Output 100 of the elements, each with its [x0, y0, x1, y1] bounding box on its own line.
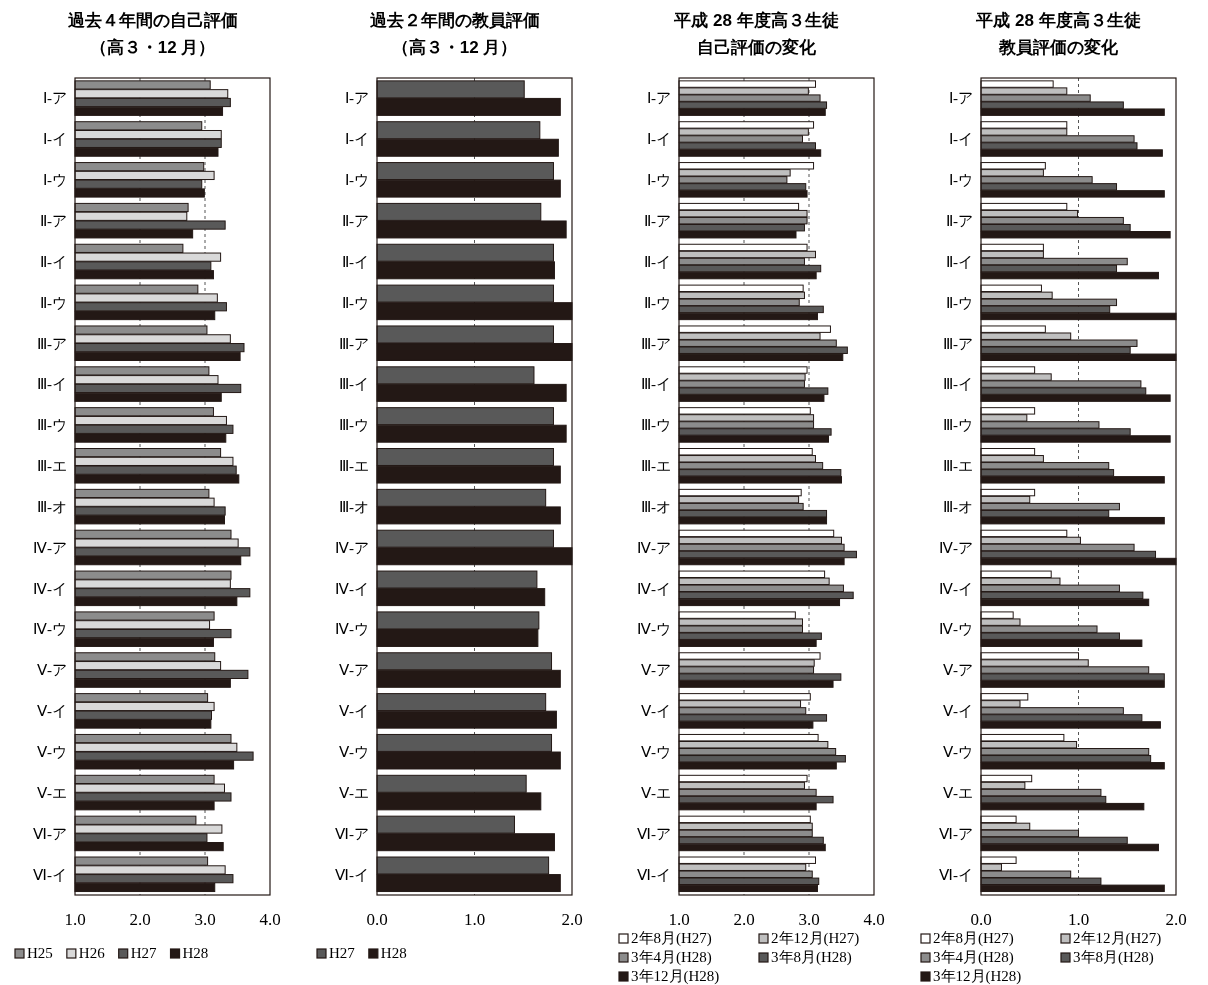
y-tick-label: Ⅴ-エ: [641, 784, 671, 801]
chart-subtitle: （高３・12 月）: [391, 38, 518, 57]
chart-subtitle: 教員評価の変化: [998, 38, 1119, 57]
y-tick-label: Ⅰ-イ: [43, 131, 67, 148]
y-tick-label: Ⅰ-ア: [43, 90, 67, 107]
y-tick-label: Ⅵ-イ: [637, 866, 671, 883]
x-tick-label: 2.0: [129, 910, 151, 929]
y-tick-label: Ⅰ-ウ: [647, 172, 671, 189]
legend-label: 3年8月(H28): [771, 949, 852, 966]
y-tick-label: Ⅴ-イ: [641, 703, 671, 720]
y-tick-label: Ⅴ-ウ: [37, 744, 67, 761]
y-tick-label: Ⅰ-ア: [345, 90, 369, 107]
x-tick-label: 0.0: [366, 910, 388, 929]
y-tick-label: Ⅲ-エ: [943, 458, 973, 475]
x-tick-label: 2.0: [1165, 910, 1187, 929]
y-tick-label: Ⅰ-ウ: [43, 172, 67, 189]
y-tick-label: Ⅳ-ウ: [33, 621, 67, 638]
x-tick-label: 3.0: [194, 910, 216, 929]
y-tick-label: Ⅴ-ア: [943, 662, 973, 679]
x-tick-label: 1.0: [463, 910, 486, 929]
y-tick-label: Ⅱ-ウ: [342, 294, 369, 311]
legend-label: 2年8月(H27): [631, 930, 712, 947]
y-tick-label: Ⅲ-エ: [37, 458, 67, 475]
x-tick-label: 0.0: [970, 910, 992, 929]
x-tick-label: 2.0: [561, 910, 583, 929]
y-tick-label: Ⅴ-エ: [37, 784, 67, 801]
chart-subtitle: 自己評価の変化: [697, 38, 817, 57]
y-tick-label: Ⅵ-イ: [939, 866, 973, 883]
y-tick-label: Ⅲ-イ: [943, 376, 973, 393]
y-tick-label: Ⅳ-イ: [335, 580, 369, 597]
y-tick-label: Ⅱ-ウ: [40, 294, 67, 311]
y-tick-label: Ⅲ-オ: [37, 498, 67, 515]
y-tick-label: Ⅰ-イ: [345, 131, 369, 148]
y-tick-label: Ⅲ-オ: [943, 498, 973, 515]
y-tick-label: Ⅳ-ウ: [335, 621, 369, 638]
y-tick-label: Ⅳ-イ: [939, 580, 973, 597]
legend-label: 2年12月(H27): [1073, 930, 1162, 947]
legend-label: 2年12月(H27): [771, 930, 860, 947]
y-tick-label: Ⅱ-イ: [342, 253, 369, 270]
y-tick-label: Ⅱ-ア: [946, 212, 973, 229]
y-tick-label: Ⅳ-ア: [637, 539, 671, 556]
y-tick-label: Ⅰ-イ: [949, 131, 973, 148]
legend-label: 3年12月(H28): [933, 968, 1022, 985]
y-tick-label: Ⅱ-ア: [644, 212, 671, 229]
legend-label: H26: [78, 945, 106, 961]
y-tick-label: Ⅲ-イ: [641, 376, 671, 393]
y-tick-label: Ⅳ-ウ: [637, 621, 671, 638]
y-tick-label: Ⅲ-エ: [641, 458, 671, 475]
y-tick-label: Ⅴ-ア: [641, 662, 671, 679]
chart-subtitle: （高３・12 月）: [89, 38, 216, 57]
y-tick-label: Ⅲ-ウ: [641, 417, 671, 434]
y-tick-label: Ⅴ-ア: [339, 662, 369, 679]
y-tick-label: Ⅲ-ウ: [339, 417, 369, 434]
y-tick-label: Ⅱ-イ: [40, 253, 67, 270]
y-tick-label: Ⅵ-イ: [335, 866, 369, 883]
legend-label: H28: [380, 945, 407, 961]
x-tick-label: 1.0: [64, 910, 86, 929]
y-tick-label: Ⅳ-ウ: [939, 621, 973, 638]
y-tick-label: Ⅱ-イ: [946, 253, 973, 270]
y-tick-label: Ⅴ-イ: [339, 703, 369, 720]
y-tick-label: Ⅵ-ア: [33, 825, 67, 842]
y-tick-label: Ⅵ-ア: [335, 825, 369, 842]
y-tick-label: Ⅱ-イ: [644, 253, 671, 270]
chart-title: 過去２年間の教員評価: [368, 11, 540, 30]
y-tick-label: Ⅲ-オ: [641, 498, 671, 515]
y-tick-label: Ⅰ-ウ: [345, 172, 369, 189]
x-tick-label: 3.0: [798, 910, 820, 929]
y-tick-label: Ⅰ-ア: [647, 90, 671, 107]
y-tick-label: Ⅴ-ウ: [339, 744, 369, 761]
y-tick-label: Ⅵ-ア: [939, 825, 973, 842]
y-tick-label: Ⅵ-ア: [637, 825, 671, 842]
y-tick-label: Ⅴ-ウ: [641, 744, 671, 761]
legend-label: 3年4月(H28): [631, 949, 712, 966]
y-tick-label: Ⅵ-イ: [33, 866, 67, 883]
y-tick-label: Ⅳ-ア: [335, 539, 369, 556]
y-tick-label: Ⅲ-ア: [339, 335, 369, 352]
y-tick-label: Ⅲ-ウ: [943, 417, 973, 434]
y-tick-label: Ⅳ-ア: [33, 539, 67, 556]
y-tick-label: Ⅲ-ア: [943, 335, 973, 352]
y-tick-label: Ⅲ-ウ: [37, 417, 67, 434]
legend-label: 3年4月(H28): [933, 949, 1014, 966]
x-tick-label: 1.0: [1067, 910, 1090, 929]
y-tick-label: Ⅱ-ウ: [644, 294, 671, 311]
y-tick-label: Ⅲ-オ: [339, 498, 369, 515]
y-tick-label: Ⅱ-ウ: [946, 294, 973, 311]
y-tick-label: Ⅴ-ア: [37, 662, 67, 679]
y-tick-label: Ⅲ-イ: [339, 376, 369, 393]
legend-label: 3年8月(H28): [1073, 949, 1154, 966]
y-tick-label: Ⅳ-イ: [33, 580, 67, 597]
y-tick-label: Ⅴ-イ: [943, 703, 973, 720]
chart-title: 平成 28 年度高３生徒: [673, 11, 839, 30]
y-tick-label: Ⅲ-ア: [37, 335, 67, 352]
y-tick-label: Ⅲ-イ: [37, 376, 67, 393]
y-tick-label: Ⅳ-ア: [939, 539, 973, 556]
y-tick-label: Ⅴ-イ: [37, 703, 67, 720]
x-tick-label: 1.0: [668, 910, 690, 929]
y-tick-label: Ⅰ-イ: [647, 131, 671, 148]
y-tick-label: Ⅰ-ウ: [949, 172, 973, 189]
y-tick-label: Ⅱ-ア: [342, 212, 369, 229]
legend-label: H25: [27, 945, 53, 961]
